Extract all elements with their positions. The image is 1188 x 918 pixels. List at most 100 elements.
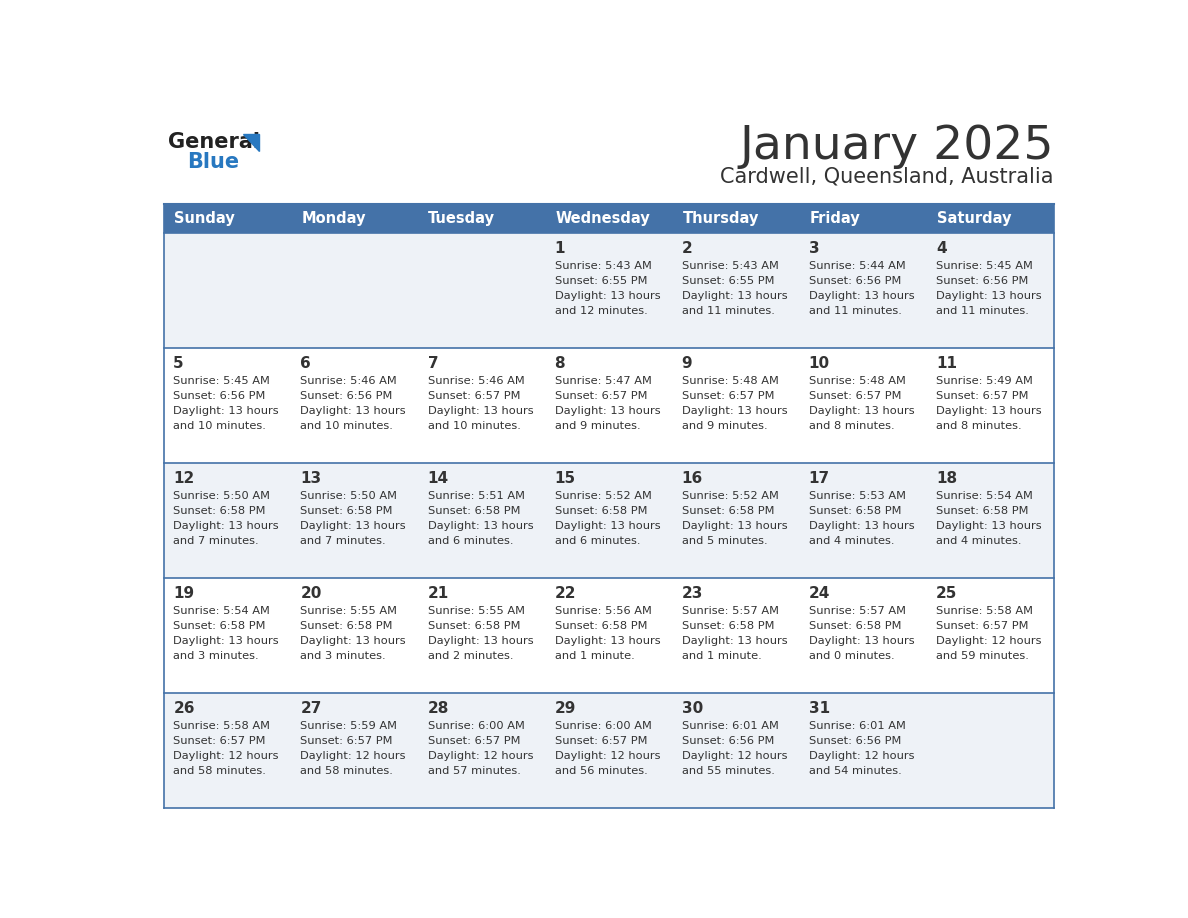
Text: Daylight: 13 hours: Daylight: 13 hours bbox=[682, 406, 788, 416]
Text: Daylight: 13 hours: Daylight: 13 hours bbox=[682, 521, 788, 531]
Text: Daylight: 13 hours: Daylight: 13 hours bbox=[555, 636, 661, 645]
Text: Sunrise: 6:01 AM: Sunrise: 6:01 AM bbox=[682, 721, 778, 731]
Text: Sunrise: 5:57 AM: Sunrise: 5:57 AM bbox=[682, 606, 778, 616]
Text: and 6 minutes.: and 6 minutes. bbox=[428, 536, 513, 546]
Text: 15: 15 bbox=[555, 471, 576, 486]
Text: 9: 9 bbox=[682, 356, 693, 371]
Bar bbox=[291, 693, 418, 808]
Bar bbox=[927, 233, 1054, 348]
Text: and 3 minutes.: and 3 minutes. bbox=[173, 651, 259, 661]
Bar bbox=[927, 204, 1054, 233]
Text: Sunset: 6:58 PM: Sunset: 6:58 PM bbox=[428, 621, 520, 631]
Text: Daylight: 13 hours: Daylight: 13 hours bbox=[936, 521, 1042, 531]
Text: 26: 26 bbox=[173, 700, 195, 716]
Text: Sunrise: 5:52 AM: Sunrise: 5:52 AM bbox=[682, 491, 778, 501]
Text: Daylight: 12 hours: Daylight: 12 hours bbox=[555, 751, 661, 761]
Text: and 11 minutes.: and 11 minutes. bbox=[936, 306, 1029, 316]
Bar bbox=[672, 578, 800, 693]
Text: Sunrise: 5:50 AM: Sunrise: 5:50 AM bbox=[173, 491, 271, 501]
Text: General: General bbox=[168, 131, 260, 151]
Text: Daylight: 13 hours: Daylight: 13 hours bbox=[682, 636, 788, 645]
Text: Sunset: 6:57 PM: Sunset: 6:57 PM bbox=[428, 391, 520, 401]
Text: Sunrise: 5:45 AM: Sunrise: 5:45 AM bbox=[936, 261, 1032, 271]
Text: Daylight: 13 hours: Daylight: 13 hours bbox=[936, 291, 1042, 301]
Text: and 12 minutes.: and 12 minutes. bbox=[555, 306, 647, 316]
Text: Sunrise: 5:46 AM: Sunrise: 5:46 AM bbox=[301, 376, 397, 386]
Text: 23: 23 bbox=[682, 586, 703, 600]
Text: Sunrise: 5:56 AM: Sunrise: 5:56 AM bbox=[555, 606, 651, 616]
Text: and 6 minutes.: and 6 minutes. bbox=[555, 536, 640, 546]
Bar bbox=[418, 693, 545, 808]
Text: Sunrise: 5:57 AM: Sunrise: 5:57 AM bbox=[809, 606, 905, 616]
Text: and 54 minutes.: and 54 minutes. bbox=[809, 766, 902, 776]
Text: Sunrise: 5:54 AM: Sunrise: 5:54 AM bbox=[173, 606, 270, 616]
Text: Sunrise: 6:00 AM: Sunrise: 6:00 AM bbox=[428, 721, 524, 731]
Text: Sunrise: 5:52 AM: Sunrise: 5:52 AM bbox=[555, 491, 651, 501]
Text: Sunset: 6:57 PM: Sunset: 6:57 PM bbox=[555, 391, 647, 401]
Text: Sunrise: 5:58 AM: Sunrise: 5:58 AM bbox=[936, 606, 1032, 616]
Text: 19: 19 bbox=[173, 586, 195, 600]
Text: 13: 13 bbox=[301, 471, 322, 486]
Bar bbox=[800, 204, 927, 233]
Text: Sunset: 6:58 PM: Sunset: 6:58 PM bbox=[555, 506, 647, 516]
Text: Sunrise: 5:54 AM: Sunrise: 5:54 AM bbox=[936, 491, 1032, 501]
Text: Sunset: 6:58 PM: Sunset: 6:58 PM bbox=[682, 621, 775, 631]
Text: 8: 8 bbox=[555, 356, 565, 371]
Bar bbox=[291, 348, 418, 463]
Text: 11: 11 bbox=[936, 356, 956, 371]
Bar bbox=[927, 693, 1054, 808]
Bar bbox=[927, 578, 1054, 693]
Text: Sunrise: 5:49 AM: Sunrise: 5:49 AM bbox=[936, 376, 1032, 386]
Text: 22: 22 bbox=[555, 586, 576, 600]
Text: and 57 minutes.: and 57 minutes. bbox=[428, 766, 520, 776]
Text: 2: 2 bbox=[682, 241, 693, 256]
Text: Sunset: 6:57 PM: Sunset: 6:57 PM bbox=[301, 735, 393, 745]
Text: Friday: Friday bbox=[809, 211, 860, 226]
Text: 3: 3 bbox=[809, 241, 820, 256]
Bar bbox=[545, 233, 672, 348]
Text: Thursday: Thursday bbox=[682, 211, 759, 226]
Text: Sunset: 6:56 PM: Sunset: 6:56 PM bbox=[682, 735, 775, 745]
Text: Sunset: 6:57 PM: Sunset: 6:57 PM bbox=[936, 621, 1029, 631]
Polygon shape bbox=[244, 134, 259, 151]
Text: Sunset: 6:57 PM: Sunset: 6:57 PM bbox=[682, 391, 775, 401]
Text: 29: 29 bbox=[555, 700, 576, 716]
Text: and 10 minutes.: and 10 minutes. bbox=[428, 421, 520, 431]
Text: and 56 minutes.: and 56 minutes. bbox=[555, 766, 647, 776]
Text: Sunrise: 5:55 AM: Sunrise: 5:55 AM bbox=[301, 606, 398, 616]
Text: Sunrise: 6:01 AM: Sunrise: 6:01 AM bbox=[809, 721, 905, 731]
Text: Daylight: 12 hours: Daylight: 12 hours bbox=[809, 751, 915, 761]
Text: 4: 4 bbox=[936, 241, 947, 256]
Text: and 10 minutes.: and 10 minutes. bbox=[173, 421, 266, 431]
Text: Sunrise: 5:58 AM: Sunrise: 5:58 AM bbox=[173, 721, 271, 731]
Text: 16: 16 bbox=[682, 471, 703, 486]
Text: Sunrise: 5:43 AM: Sunrise: 5:43 AM bbox=[682, 261, 778, 271]
Text: Daylight: 13 hours: Daylight: 13 hours bbox=[809, 291, 915, 301]
Text: and 58 minutes.: and 58 minutes. bbox=[301, 766, 393, 776]
Text: Daylight: 13 hours: Daylight: 13 hours bbox=[173, 636, 279, 645]
Text: and 59 minutes.: and 59 minutes. bbox=[936, 651, 1029, 661]
Text: Daylight: 13 hours: Daylight: 13 hours bbox=[173, 406, 279, 416]
Text: Sunrise: 5:48 AM: Sunrise: 5:48 AM bbox=[682, 376, 778, 386]
Text: 1: 1 bbox=[555, 241, 565, 256]
Bar bbox=[291, 463, 418, 578]
Bar bbox=[545, 348, 672, 463]
Bar bbox=[672, 204, 800, 233]
Text: Sunrise: 5:55 AM: Sunrise: 5:55 AM bbox=[428, 606, 524, 616]
Text: Sunrise: 5:50 AM: Sunrise: 5:50 AM bbox=[301, 491, 398, 501]
Text: 12: 12 bbox=[173, 471, 195, 486]
Text: Daylight: 12 hours: Daylight: 12 hours bbox=[301, 751, 406, 761]
Bar bbox=[418, 233, 545, 348]
Text: and 7 minutes.: and 7 minutes. bbox=[173, 536, 259, 546]
Text: 25: 25 bbox=[936, 586, 958, 600]
Text: Sunrise: 5:45 AM: Sunrise: 5:45 AM bbox=[173, 376, 270, 386]
Text: Sunset: 6:58 PM: Sunset: 6:58 PM bbox=[301, 506, 393, 516]
Bar bbox=[672, 693, 800, 808]
Text: 21: 21 bbox=[428, 586, 449, 600]
Text: and 1 minute.: and 1 minute. bbox=[555, 651, 634, 661]
Text: Monday: Monday bbox=[302, 211, 366, 226]
Bar bbox=[545, 204, 672, 233]
Text: Sunset: 6:57 PM: Sunset: 6:57 PM bbox=[173, 735, 266, 745]
Text: Daylight: 12 hours: Daylight: 12 hours bbox=[428, 751, 533, 761]
Text: and 8 minutes.: and 8 minutes. bbox=[809, 421, 895, 431]
